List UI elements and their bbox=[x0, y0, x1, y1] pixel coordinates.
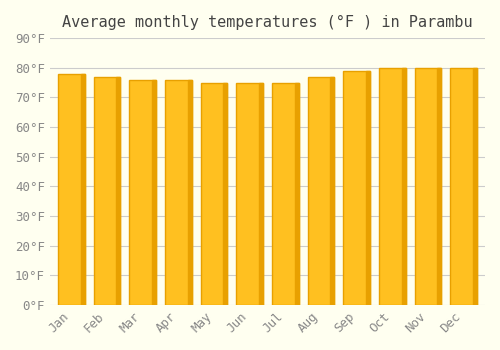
Bar bbox=[236, 83, 263, 305]
Bar bbox=[224, 83, 228, 305]
Bar bbox=[152, 80, 156, 305]
Bar bbox=[188, 80, 192, 305]
Bar bbox=[129, 80, 156, 305]
Bar bbox=[259, 83, 263, 305]
Bar bbox=[379, 68, 406, 305]
Title: Average monthly temperatures (°F ) in Parambu: Average monthly temperatures (°F ) in Pa… bbox=[62, 15, 472, 30]
Bar bbox=[473, 68, 477, 305]
Bar bbox=[438, 68, 442, 305]
Bar bbox=[58, 74, 84, 305]
Bar bbox=[94, 77, 120, 305]
Bar bbox=[200, 83, 228, 305]
Bar bbox=[450, 68, 477, 305]
Bar bbox=[330, 77, 334, 305]
Bar bbox=[414, 68, 442, 305]
Bar bbox=[80, 74, 84, 305]
Bar bbox=[294, 83, 298, 305]
Bar bbox=[272, 83, 298, 305]
Bar bbox=[165, 80, 192, 305]
Bar bbox=[308, 77, 334, 305]
Bar bbox=[343, 71, 370, 305]
Bar bbox=[116, 77, 120, 305]
Bar bbox=[366, 71, 370, 305]
Bar bbox=[402, 68, 406, 305]
